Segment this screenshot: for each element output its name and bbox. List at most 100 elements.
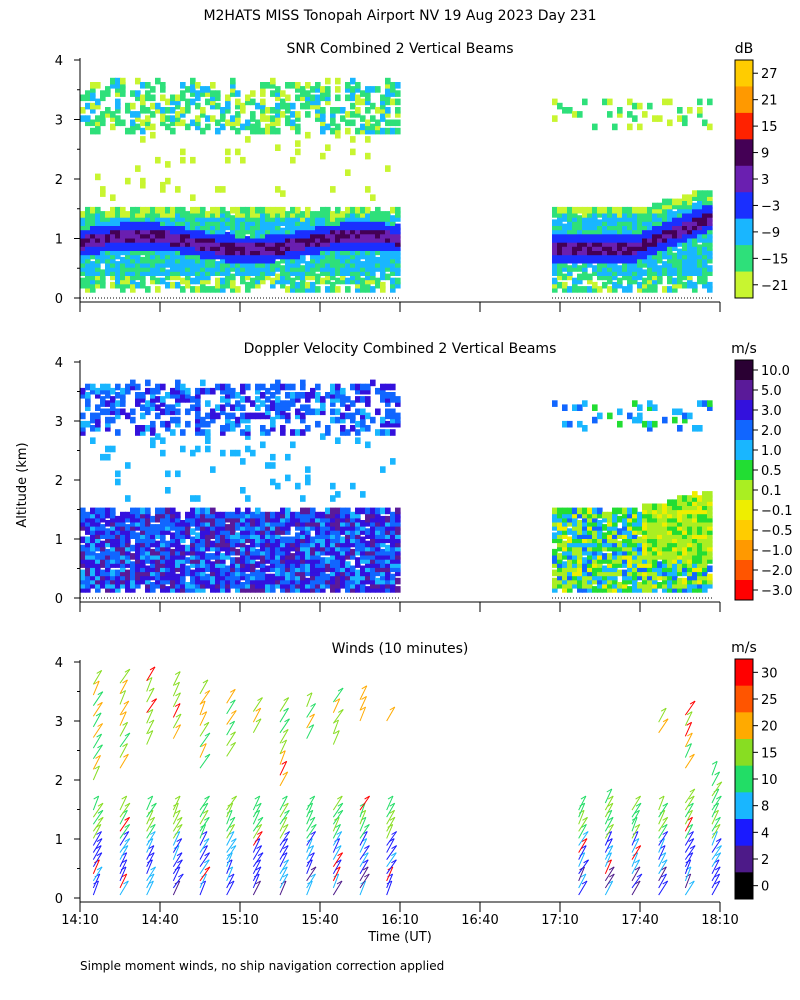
wind-barb bbox=[92, 880, 99, 896]
heatmap-cell bbox=[195, 532, 201, 539]
heatmap-cell bbox=[95, 515, 101, 523]
wind-barb bbox=[172, 873, 184, 889]
wind-barb bbox=[119, 753, 129, 769]
heatmap-cell bbox=[130, 261, 136, 268]
heatmap-cell bbox=[110, 219, 116, 226]
heatmap-cell bbox=[340, 215, 346, 222]
heatmap-cell bbox=[150, 223, 156, 231]
heatmap-cell bbox=[642, 256, 648, 264]
heatmap-cell bbox=[637, 231, 643, 239]
heatmap-cell bbox=[290, 252, 296, 260]
heatmap-cell bbox=[315, 548, 321, 556]
heatmap-cell bbox=[300, 281, 306, 289]
heatmap-cell bbox=[360, 420, 366, 428]
heatmap-cell bbox=[702, 565, 708, 573]
colorbar-swatch bbox=[735, 271, 753, 299]
heatmap-cell bbox=[592, 123, 598, 131]
heatmap-cell bbox=[300, 379, 306, 387]
heatmap-cell bbox=[145, 524, 151, 531]
heatmap-cell bbox=[200, 429, 206, 436]
heatmap-cell bbox=[95, 520, 101, 527]
heatmap-cell bbox=[220, 586, 226, 593]
wind-barb-flag bbox=[174, 671, 181, 676]
heatmap-cell bbox=[195, 219, 201, 226]
heatmap-cell bbox=[230, 387, 236, 395]
heatmap-cell bbox=[285, 586, 291, 593]
heatmap-cell bbox=[320, 524, 326, 531]
heatmap-cell bbox=[617, 420, 623, 428]
heatmap-cell bbox=[672, 252, 678, 260]
heatmap-cell bbox=[260, 127, 266, 135]
heatmap-cell bbox=[320, 252, 326, 260]
heatmap-cell bbox=[395, 412, 401, 420]
heatmap-cell bbox=[567, 511, 573, 519]
heatmap-cell bbox=[622, 261, 628, 268]
wind-barb-flag bbox=[284, 809, 290, 814]
heatmap-cell bbox=[230, 123, 236, 131]
heatmap-cell bbox=[115, 520, 121, 527]
heatmap-cell bbox=[215, 577, 221, 585]
heatmap-cell bbox=[85, 577, 91, 585]
heatmap-cell bbox=[687, 528, 693, 535]
heatmap-cell bbox=[692, 524, 698, 531]
heatmap-cell bbox=[260, 524, 266, 531]
heatmap-cell bbox=[105, 227, 111, 235]
heatmap-cell bbox=[370, 236, 376, 243]
heatmap-cell bbox=[250, 586, 256, 593]
heatmap-cell bbox=[702, 499, 708, 506]
heatmap-cell bbox=[355, 244, 361, 251]
heatmap-cell bbox=[637, 520, 643, 527]
heatmap-cell bbox=[140, 127, 146, 135]
heatmap-cell bbox=[85, 211, 91, 218]
heatmap-cell bbox=[275, 582, 281, 589]
wind-barb-flag bbox=[257, 852, 264, 857]
heatmap-cell bbox=[170, 223, 176, 231]
heatmap-cell bbox=[305, 94, 311, 102]
heatmap-cell bbox=[582, 231, 588, 239]
heatmap-cell bbox=[375, 219, 381, 226]
heatmap-cell bbox=[290, 244, 296, 251]
heatmap-cell bbox=[697, 261, 703, 268]
heatmap-cell bbox=[350, 252, 356, 260]
heatmap-cell bbox=[160, 561, 166, 568]
heatmap-cell bbox=[100, 186, 106, 193]
heatmap-cell bbox=[265, 231, 271, 239]
heatmap-cell bbox=[702, 573, 708, 581]
heatmap-cell bbox=[100, 90, 106, 97]
heatmap-cell bbox=[245, 265, 251, 272]
heatmap-cell bbox=[215, 127, 221, 135]
heatmap-cell bbox=[632, 102, 638, 110]
heatmap-cell bbox=[702, 215, 708, 222]
heatmap-cell bbox=[395, 561, 401, 568]
heatmap-cell bbox=[390, 565, 396, 573]
heatmap-cell bbox=[220, 219, 226, 226]
heatmap-cell bbox=[325, 548, 331, 556]
heatmap-cell bbox=[697, 536, 703, 544]
heatmap-cell bbox=[235, 115, 241, 122]
wind-barb-flag bbox=[204, 690, 211, 694]
heatmap-cell bbox=[170, 586, 176, 593]
heatmap-cell bbox=[682, 231, 688, 239]
heatmap-cell bbox=[105, 215, 111, 222]
heatmap-cell bbox=[235, 148, 241, 156]
heatmap-cell bbox=[340, 265, 346, 272]
heatmap-cell bbox=[702, 244, 708, 251]
heatmap-cell bbox=[265, 515, 271, 523]
heatmap-cell bbox=[305, 244, 311, 251]
heatmap-cell bbox=[310, 548, 316, 556]
heatmap-cell bbox=[90, 437, 96, 444]
heatmap-cell bbox=[90, 107, 96, 114]
heatmap-cell bbox=[672, 540, 678, 548]
heatmap-cell bbox=[305, 286, 311, 293]
heatmap-cell bbox=[697, 273, 703, 281]
heatmap-cell bbox=[210, 553, 216, 560]
heatmap-cell bbox=[170, 219, 176, 226]
heatmap-cell bbox=[385, 412, 391, 420]
wind-barb bbox=[146, 845, 155, 860]
heatmap-cell bbox=[260, 582, 266, 589]
heatmap-cell bbox=[150, 252, 156, 260]
heatmap-cell bbox=[280, 565, 286, 573]
heatmap-cell bbox=[95, 586, 101, 593]
heatmap-cell bbox=[657, 206, 663, 214]
heatmap-cell bbox=[310, 102, 316, 110]
